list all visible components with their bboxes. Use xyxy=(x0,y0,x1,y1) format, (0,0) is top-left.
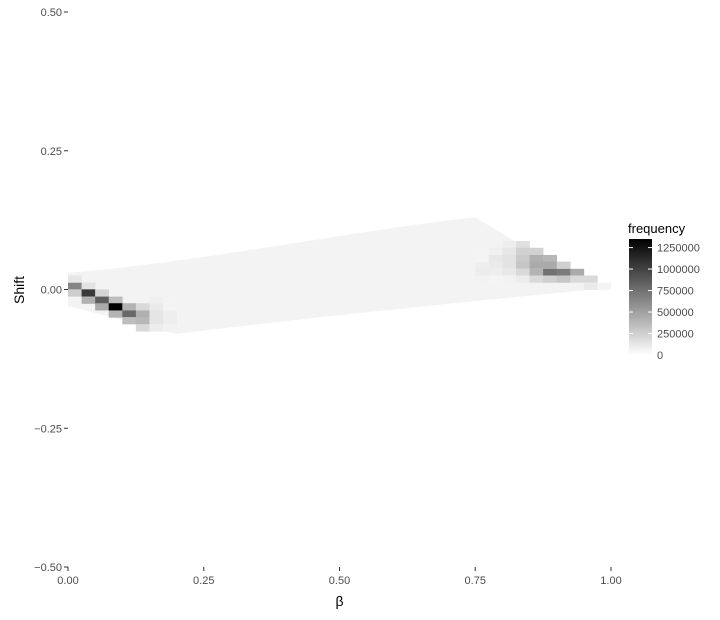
heatmap-cell xyxy=(556,275,571,283)
heatmap-cell xyxy=(95,289,110,297)
x-axis-title: β xyxy=(335,593,343,609)
heatmap-cell xyxy=(488,247,503,255)
heatmap-cell xyxy=(515,275,530,283)
heatmap-cell xyxy=(502,241,517,249)
heatmap-cell xyxy=(81,289,96,297)
heatmap-cell xyxy=(475,275,490,283)
heatmap-cell xyxy=(597,282,612,290)
heatmap-cell xyxy=(515,268,530,277)
heatmap-cell xyxy=(163,303,177,311)
heatmap-cell xyxy=(135,303,150,311)
legend: frequency 1250000 1000000 750000 500000 2500… xyxy=(628,221,700,362)
heatmap-cell xyxy=(95,303,110,311)
heatmap-cell xyxy=(543,254,557,263)
legend-label: 1250000 xyxy=(657,243,700,255)
heatmap-cell xyxy=(529,247,544,255)
heatmap-cells xyxy=(68,217,612,334)
heatmap-cell xyxy=(543,268,557,277)
heatmap-cell xyxy=(149,310,164,318)
y-tick-label: −0.25 xyxy=(34,423,62,435)
y-tick-label: 0.00 xyxy=(41,285,62,297)
heatmap-cell xyxy=(488,261,503,269)
heatmap-cell xyxy=(135,324,150,332)
heatmap-cell xyxy=(135,310,150,318)
heatmap-cell xyxy=(529,275,544,283)
legend-label: 500000 xyxy=(657,307,694,319)
heatmap-cell xyxy=(135,317,150,325)
y-axis-title: Shift xyxy=(11,276,27,304)
y-tick-label: 0.50 xyxy=(41,7,62,19)
heatmap-cell xyxy=(543,275,557,283)
heatmap-cell xyxy=(122,303,137,311)
heatmap-cell xyxy=(122,317,137,325)
heatmap-cell xyxy=(502,247,517,255)
heatmap-cell xyxy=(556,268,571,277)
heatmap-cell xyxy=(95,296,110,304)
heatmap-cell xyxy=(149,303,164,311)
density-ribbon xyxy=(68,217,595,334)
legend-label: 250000 xyxy=(657,329,694,341)
heatmap-cell xyxy=(515,261,530,269)
heatmap-cell xyxy=(515,241,530,249)
legend-colorbar xyxy=(629,239,652,355)
heatmap-cell xyxy=(122,310,137,318)
heatmap-cell xyxy=(583,282,598,290)
heatmap-cell xyxy=(502,268,517,277)
heatmap-cell xyxy=(488,275,503,283)
x-tick-label: 0.00 xyxy=(57,575,78,587)
heatmap-cell xyxy=(163,310,177,318)
heatmap-cell xyxy=(502,254,517,263)
heatmap-cell xyxy=(108,303,123,311)
heatmap-cell xyxy=(81,296,96,304)
heatmap-cell xyxy=(81,282,96,290)
heatmap-cell xyxy=(475,268,490,277)
heatmap-cell xyxy=(475,261,490,269)
heatmap-cell xyxy=(68,282,82,290)
heatmap-cell xyxy=(475,254,490,263)
heatmap-cell xyxy=(108,296,123,304)
x-tick-label: 0.75 xyxy=(465,575,486,587)
heatmap-cell xyxy=(529,254,544,263)
y-tick-label: −0.50 xyxy=(34,562,62,574)
legend-label: 1000000 xyxy=(657,264,700,276)
heatmap-cell xyxy=(68,275,82,283)
heatmap-cell xyxy=(570,268,585,277)
legend-label: 750000 xyxy=(657,286,694,298)
heatmap-cell xyxy=(583,275,598,283)
heatmap-cell xyxy=(149,296,164,304)
heatmap-cell xyxy=(149,317,164,325)
heatmap-cell xyxy=(502,275,517,283)
heatmap-cell xyxy=(163,324,177,332)
x-tick-label: 1.00 xyxy=(600,575,621,587)
heatmap-cell xyxy=(68,289,82,297)
heatmap-cell xyxy=(488,254,503,263)
legend-title: frequency xyxy=(628,221,686,236)
heatmap-cell xyxy=(108,310,123,318)
y-tick-label: 0.25 xyxy=(41,146,62,158)
heatmap-cell xyxy=(570,275,585,283)
legend-label: 0 xyxy=(657,350,663,362)
heatmap-cell xyxy=(529,261,544,269)
heatmap-cell xyxy=(163,317,177,325)
heatmap-cell xyxy=(502,261,517,269)
heatmap-cell xyxy=(543,261,557,269)
x-tick-label: 0.25 xyxy=(193,575,214,587)
x-tick-label: 0.50 xyxy=(329,575,350,587)
heatmap-cell xyxy=(488,268,503,277)
heatmap-cell xyxy=(556,261,571,269)
heatmap-cell xyxy=(515,254,530,263)
heatmap-cell xyxy=(529,268,544,277)
heatmap-cell xyxy=(515,247,530,255)
axes: 0.00 0.25 0.50 0.75 1.00 0.50 0.25 0.00 −0.25 −0.… xyxy=(34,7,622,587)
heatmap-cell xyxy=(149,324,164,332)
